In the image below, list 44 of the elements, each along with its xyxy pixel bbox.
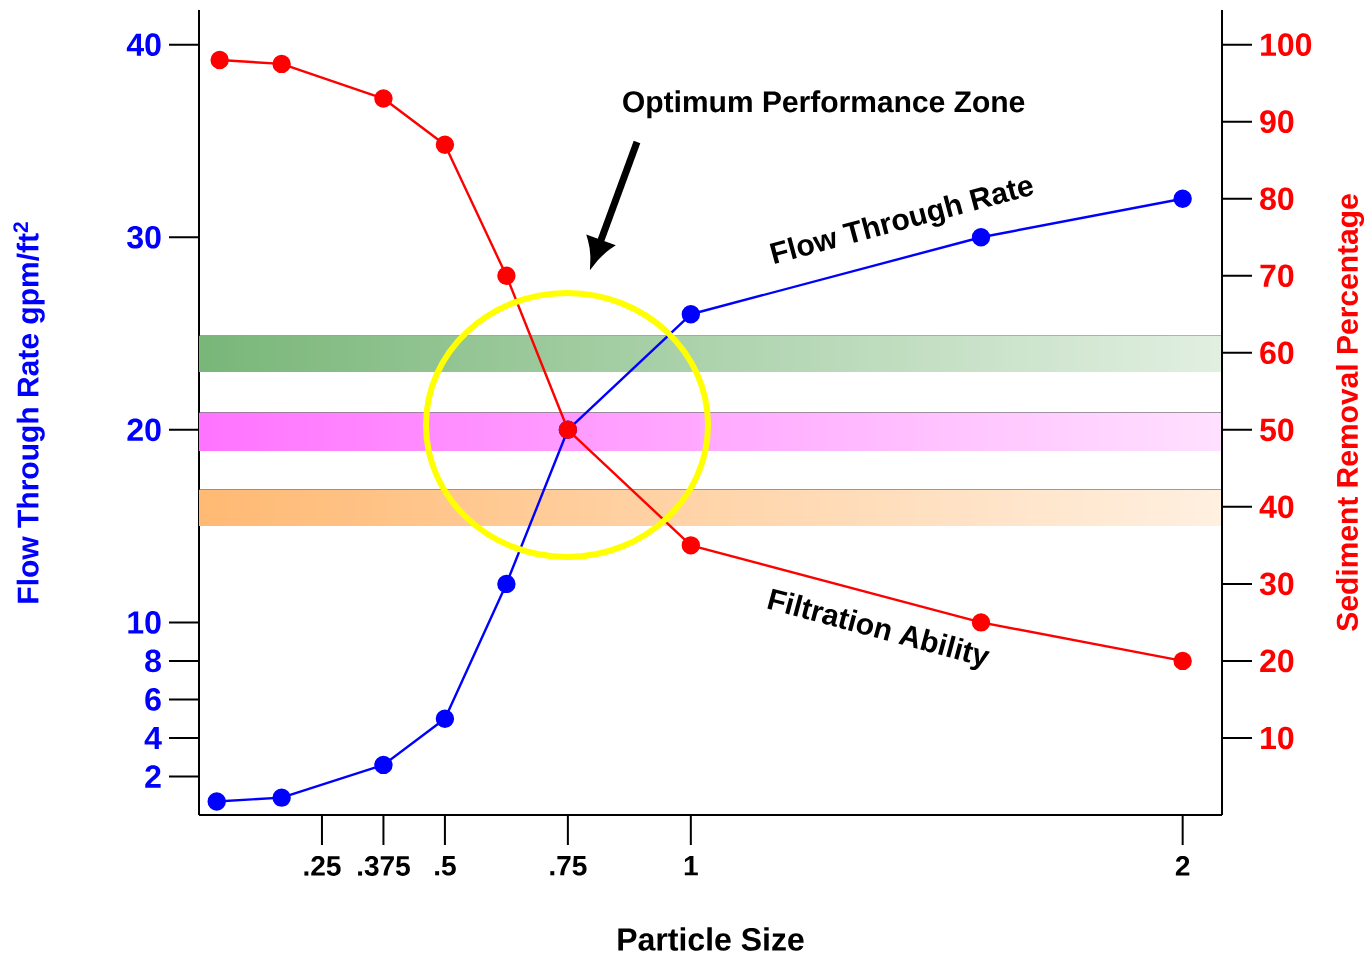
y-tick-label: 8	[145, 649, 161, 673]
point	[272, 54, 291, 74]
y-tick-label: 40	[126, 33, 161, 56]
x-tick-label: .375	[358, 856, 410, 876]
x-tick-label: .75	[550, 856, 587, 876]
annotation: Optimum Performance Zone	[623, 90, 1025, 119]
y2-tick-label: 100	[1261, 33, 1312, 56]
y-tick-label: 4	[144, 726, 162, 749]
text: Flow Through Rate	[769, 180, 1034, 264]
point	[374, 755, 393, 775]
point	[681, 305, 701, 324]
y-tick-label: 20	[127, 418, 161, 442]
y-tick-label: 2	[145, 765, 161, 788]
x-tick-label: 2	[1175, 856, 1190, 876]
point	[210, 50, 229, 70]
y-tick-label: 30	[127, 225, 161, 249]
y2-tick-label: 40	[1259, 495, 1294, 519]
y2-tick-label: 50	[1260, 418, 1294, 442]
y2-tick-label: 60	[1260, 341, 1294, 365]
point	[497, 266, 516, 285]
x-axis-title: Particle Size	[618, 927, 804, 951]
point	[207, 792, 226, 811]
point	[435, 709, 455, 728]
y-tick-label: 10	[128, 611, 161, 634]
point	[435, 135, 455, 154]
point	[497, 574, 516, 594]
y2-axis-title: Sediment Removal Percentage	[1335, 194, 1365, 631]
y-axis-title: Flow Through Rate gpm/ft$^{2}$	[13, 222, 45, 603]
y2-tick-label: 70	[1260, 264, 1294, 288]
y-tick-label: 6	[145, 688, 161, 711]
point	[374, 89, 393, 108]
y2-tick-label: 10	[1261, 726, 1294, 750]
y2-tick-label: 80	[1260, 187, 1294, 211]
point	[971, 228, 991, 247]
y2-tick-label: 20	[1260, 649, 1294, 673]
point	[681, 536, 701, 555]
x-tick-label: 1	[684, 856, 698, 876]
point	[1173, 651, 1192, 671]
point	[272, 788, 291, 807]
x-tick-label: .25	[304, 856, 341, 876]
y2-tick-label: 90	[1260, 110, 1294, 134]
point	[1173, 189, 1192, 208]
y2-tick-label: 30	[1259, 572, 1294, 596]
x-tick-label: .5	[435, 856, 456, 876]
